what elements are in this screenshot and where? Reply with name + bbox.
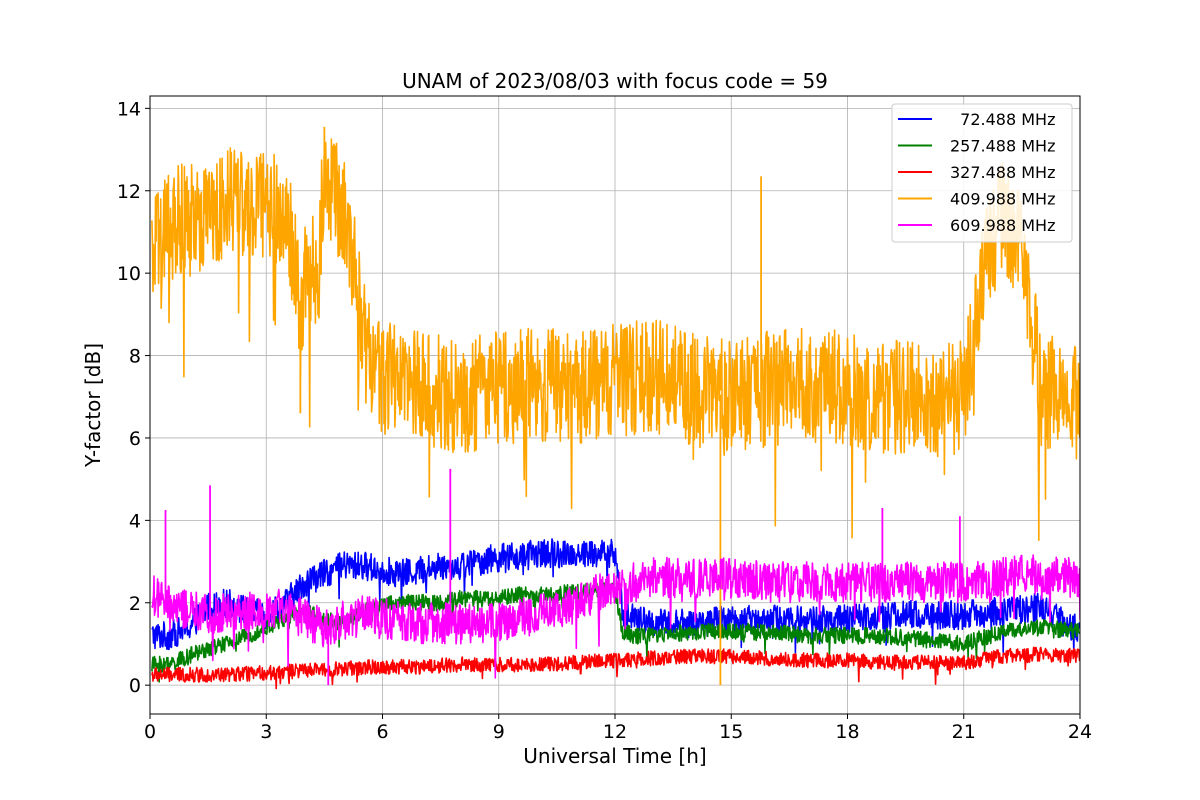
x-tick-label: 12 (603, 721, 627, 743)
y-tick-label: 14 (117, 98, 141, 120)
y-tick-label: 10 (117, 263, 141, 285)
x-tick-label: 3 (260, 721, 272, 743)
x-tick-label: 21 (952, 721, 976, 743)
x-tick-label: 24 (1068, 721, 1092, 743)
series-line-0 (151, 538, 1080, 654)
plot-area (151, 126, 1080, 690)
y-tick-label: 12 (117, 181, 141, 203)
x-axis: 0 3 6 9 12 15 18 21 24 (144, 714, 1092, 743)
x-tick-label: 18 (835, 721, 859, 743)
x-tick-label: 6 (376, 721, 388, 743)
legend-label: 257.488 MHz (950, 137, 1055, 156)
x-tick-label: 15 (719, 721, 743, 743)
y-tick-label: 2 (129, 593, 141, 615)
y-axis-label: Y-factor [dB] (81, 343, 105, 468)
x-tick-label: 9 (493, 721, 505, 743)
series-line-4 (151, 554, 1080, 679)
y-tick-label: 6 (129, 428, 141, 450)
x-axis-label: Universal Time [h] (523, 744, 706, 768)
y-tick-label: 8 (129, 346, 141, 368)
x-tick-label: 0 (144, 721, 156, 743)
y-tick-label: 0 (129, 675, 141, 697)
legend-label: 609.988 MHz (950, 216, 1055, 235)
legend-label: 72.488 MHz (950, 110, 1055, 129)
series-line-2 (151, 646, 1080, 690)
series-line-3 (151, 138, 1080, 542)
y-axis: 0 2 4 6 8 10 12 14 (117, 98, 150, 697)
legend: 72.488 MHz 257.488 MHz 327.488 MHz 409.988 … (891, 103, 1073, 243)
legend-label: 409.988 MHz (950, 190, 1055, 209)
chart-title: UNAM of 2023/08/03 with focus code = 59 (402, 69, 828, 93)
y-tick-label: 4 (129, 510, 141, 532)
legend-label: 327.488 MHz (950, 163, 1055, 182)
legend-box (891, 103, 1073, 243)
